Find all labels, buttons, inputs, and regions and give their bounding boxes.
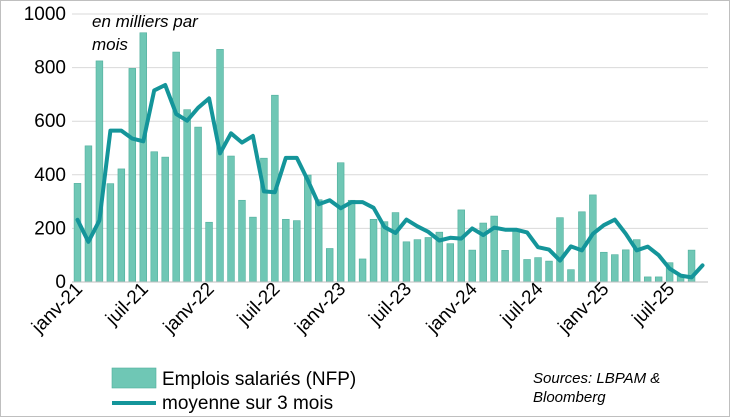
legend-line-label: moyenne sur 3 mois	[162, 393, 333, 414]
x-tick-label: juil-25	[628, 279, 679, 330]
source-note-line1: Sources: LBPAM &	[533, 370, 660, 387]
x-tick-label: janv-25	[554, 279, 614, 339]
y-tick-label: 1000	[24, 4, 66, 25]
x-tick-label: janv-23	[291, 279, 351, 339]
nfp-bar	[402, 241, 411, 283]
nfp-bar	[150, 151, 158, 283]
x-tick-label: juil-22	[233, 279, 284, 330]
nfp-bar	[545, 260, 553, 283]
nfp-bar	[567, 269, 575, 283]
nfp-bar	[347, 199, 356, 283]
nfp-bars	[73, 32, 696, 283]
legend: Emplois salariés (NFP) moyenne sur 3 moi…	[111, 367, 356, 414]
x-tick-label: juil-23	[365, 279, 416, 330]
y-tick-label: 400	[34, 165, 66, 186]
nfp-bar	[325, 248, 334, 283]
nfp-bar	[227, 155, 235, 283]
nfp-bar	[556, 217, 564, 283]
y-tick-label: 600	[34, 111, 66, 132]
nfp-bar	[205, 221, 213, 283]
source-note-line2: Bloomberg	[533, 389, 606, 406]
legend-bar-label: Emplois salariés (NFP)	[162, 369, 356, 390]
nfp-bar	[216, 49, 224, 283]
x-tick-label: janv-24	[422, 278, 482, 338]
nfp-bar	[194, 126, 202, 283]
nfp-bar	[413, 239, 422, 283]
nfp-bar	[358, 258, 367, 283]
three-month-average-line	[75, 83, 705, 280]
units-annotation-line1: en milliers par	[92, 12, 199, 31]
nfp-bar	[391, 212, 400, 283]
nfp-bar	[238, 199, 246, 283]
nfp-bar	[424, 237, 433, 283]
x-tick-label: juil-24	[496, 278, 548, 330]
nfp-bar	[523, 259, 531, 283]
units-annotation-line2: mois	[92, 35, 128, 54]
nfp-bar	[117, 168, 126, 283]
y-tick-label: 200	[34, 218, 66, 239]
nfp-bar	[128, 68, 137, 283]
nfp-bar	[380, 221, 389, 283]
nfp-bar	[512, 228, 520, 283]
nfp-bar	[534, 257, 542, 283]
x-tick-labels: janv-21 juil-21 janv-22 juil-22 janv-23 juil-…	[27, 278, 679, 338]
nfp-bar	[622, 249, 630, 283]
x-tick-label: janv-22	[159, 279, 219, 339]
nfp-bar	[643, 276, 652, 283]
nfp-bar	[282, 218, 290, 283]
y-tick-labels: 0 200 400 600 800 1000	[24, 4, 66, 293]
nfp-bar	[336, 162, 345, 283]
nfp-bar	[501, 250, 509, 283]
nfp-bar	[304, 174, 312, 283]
y-tick-label: 800	[34, 58, 66, 79]
nfp-bar	[249, 216, 257, 283]
nfp-bar	[457, 209, 465, 283]
nfp-bar	[600, 251, 608, 283]
legend-bar-swatch	[111, 367, 157, 389]
x-tick-label: juil-21	[101, 279, 152, 330]
nfp-bar	[611, 254, 619, 283]
nfp-bar	[293, 220, 301, 283]
nfp-bar	[446, 243, 455, 283]
nfp-bar	[161, 156, 169, 283]
nfp-bar	[172, 51, 180, 283]
nfp-bar	[369, 218, 378, 283]
nfp-bar	[106, 183, 115, 283]
nfp-bar	[468, 249, 476, 283]
y-tick-label: 0	[55, 272, 66, 293]
nfp-bar	[315, 199, 323, 283]
nfp-bar	[95, 60, 104, 283]
nfp-bar	[84, 145, 93, 283]
nfp-bar	[73, 183, 82, 283]
nfp-bar	[183, 109, 191, 283]
nfp-bar	[139, 32, 147, 283]
